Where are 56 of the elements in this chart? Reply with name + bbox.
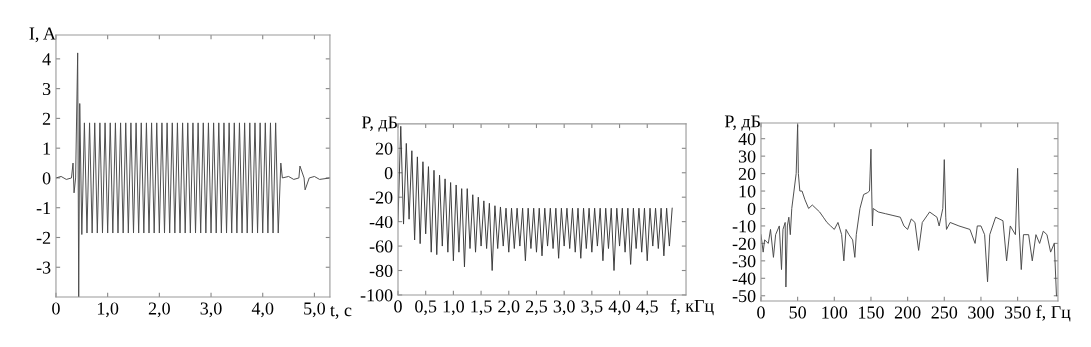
y-tick-label: 0	[384, 167, 393, 180]
x-tick-label: 0,5	[415, 300, 437, 316]
x-axis-title: f, кГц	[670, 299, 714, 316]
x-tick-label: 50	[789, 306, 806, 319]
y-tick-label: 2	[42, 112, 51, 125]
x-tick-label: 2,0	[498, 300, 520, 316]
x-tick-label: 300	[968, 306, 994, 319]
x-tick-label: 3,5	[581, 300, 603, 316]
y-tick-label: -100	[360, 289, 393, 302]
y-tick-label: 40	[738, 132, 756, 146]
x-tick-label: 3,0	[553, 300, 575, 316]
y-tick-label: -50	[732, 290, 756, 303]
y-tick-label: 1	[43, 142, 51, 155]
x-tick-label: 350	[1004, 306, 1031, 319]
y-tick-label: -3	[36, 261, 51, 274]
y-axis-title: P, дБ	[724, 115, 760, 131]
y-tick-label: -20	[732, 237, 756, 250]
x-tick-label: 2,0	[148, 302, 170, 318]
x-tick-label: 4,0	[251, 302, 274, 318]
y-tick-label: 0	[747, 202, 756, 215]
x-tick-label: 4,0	[608, 300, 631, 316]
y-tick-label: 20	[375, 142, 393, 155]
y-axis-title: I, A	[29, 27, 56, 43]
y-tick-label: 3	[42, 82, 51, 96]
y-tick-label: -10	[732, 220, 756, 233]
x-tick-label: 1,0	[443, 300, 464, 316]
y-tick-label: -2	[36, 231, 51, 244]
x-tick-label: 0	[394, 300, 402, 313]
x-tick-label: 250	[931, 306, 958, 319]
y-tick-label: -60	[369, 240, 393, 253]
x-axis-title: f, Гц	[1036, 305, 1071, 322]
x-tick-label: 1,5	[471, 300, 492, 316]
y-tick-label: -80	[369, 264, 393, 277]
y-tick-label: -30	[732, 255, 756, 268]
x-tick-label: 2,5	[525, 300, 548, 316]
x-tick-label: 1,0	[97, 302, 119, 318]
y-tick-label: -1	[36, 202, 51, 214]
y-tick-label: -20	[369, 191, 393, 204]
x-tick-label: 0	[757, 306, 765, 319]
y-tick-label: 0	[42, 172, 51, 185]
y-tick-label: 20	[738, 167, 756, 181]
x-tick-label: 0	[52, 302, 60, 315]
x-axis-title: t, с	[330, 305, 352, 319]
y-tick-label: -40	[732, 272, 756, 285]
x-tick-label: 100	[822, 306, 848, 319]
y-tick-label: 10	[739, 185, 756, 198]
x-tick-label: 150	[859, 306, 884, 319]
x-tick-label: 3,0	[200, 302, 222, 318]
x-tick-label: 200	[894, 306, 921, 319]
line-series	[398, 125, 673, 271]
y-tick-label: 4	[42, 53, 51, 66]
y-tick-label: 30	[738, 150, 756, 163]
y-axis-title: P, дБ	[361, 116, 397, 132]
x-tick-label: 4,5	[636, 300, 658, 316]
y-tick-label: -40	[369, 215, 393, 229]
x-tick-label: 5,0	[304, 302, 326, 318]
